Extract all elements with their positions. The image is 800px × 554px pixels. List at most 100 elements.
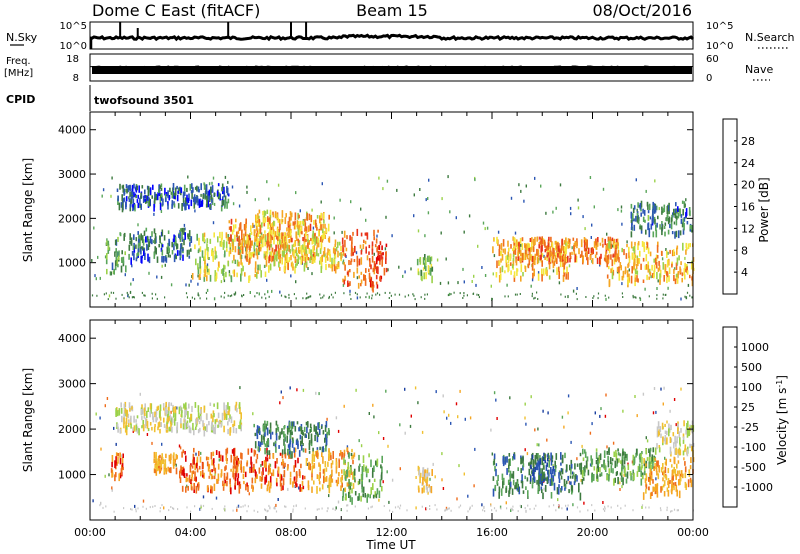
- echo-cell: [666, 487, 669, 492]
- echo-cell: [279, 244, 282, 250]
- echo-cell: [203, 232, 206, 237]
- echo-cell: [559, 260, 562, 268]
- echo-cell: [663, 491, 666, 497]
- echo-cell: [163, 406, 165, 411]
- echo-cell: [385, 267, 388, 273]
- echo-cell: [653, 203, 655, 211]
- echo-cell: [527, 496, 529, 499]
- echo-cell: [313, 424, 316, 432]
- echo-cell: [548, 459, 550, 468]
- echo-cell: [345, 493, 347, 497]
- echo-cell: [160, 275, 163, 279]
- echo-cell: [320, 212, 322, 219]
- echo-cell: [558, 472, 560, 479]
- echo-cell: [572, 471, 574, 475]
- echo-cell: [252, 467, 254, 473]
- echo-cell: [193, 428, 195, 436]
- echo-cell: [552, 262, 555, 269]
- echo-cell: [318, 508, 320, 511]
- echo-cell: [663, 386, 665, 390]
- echo-cell: [675, 230, 678, 238]
- echo-cell: [179, 228, 182, 232]
- echo-cell: [680, 470, 683, 477]
- echo-cell: [203, 472, 205, 479]
- echo-cell: [292, 221, 295, 226]
- echo-cell: [645, 448, 648, 455]
- echo-cell: [355, 388, 357, 392]
- echo-cell: [520, 257, 522, 264]
- echo-cell: [206, 200, 208, 207]
- echo-cell: [217, 473, 220, 481]
- echo-cell: [462, 267, 464, 271]
- echo-cell: [676, 280, 679, 284]
- echo-cell: [206, 195, 208, 202]
- echo-cell: [585, 460, 588, 469]
- echo-cell: [666, 420, 668, 424]
- echo-cell: [685, 198, 687, 202]
- echo-cell: [469, 507, 471, 510]
- echo-cell: [683, 222, 685, 231]
- echo-cell: [254, 441, 257, 449]
- echo-cell: [582, 477, 585, 481]
- echo-cell: [571, 251, 573, 255]
- echo-cell: [572, 289, 575, 293]
- echo-cell: [643, 466, 646, 474]
- echo-cell: [376, 284, 379, 289]
- echo-cell: [250, 456, 252, 465]
- echo-cell: [552, 247, 554, 255]
- echo-cell: [223, 472, 226, 481]
- echo-cell: [427, 211, 430, 215]
- echo-cell: [668, 275, 670, 282]
- echo-cell: [298, 427, 300, 432]
- echo-cell: [159, 404, 162, 412]
- echo-cell: [548, 469, 550, 478]
- echo-cell: [270, 238, 272, 244]
- echo-cell: [209, 469, 211, 476]
- echo-cell: [231, 229, 234, 235]
- echo-cell: [524, 475, 526, 480]
- echo-cell: [684, 448, 686, 453]
- echo-cell: [531, 278, 534, 282]
- cpid-value: twofsound 3501: [94, 94, 194, 107]
- echo-cell: [508, 453, 511, 457]
- echo-cell: [547, 457, 549, 462]
- echo-cell: [621, 468, 623, 476]
- echo-cell: [185, 407, 188, 416]
- echo-cell: [259, 247, 262, 252]
- echo-cell: [217, 261, 220, 267]
- echo-cell: [683, 268, 686, 276]
- echo-cell: [358, 439, 360, 443]
- echo-cell: [602, 243, 604, 248]
- echo-cell: [254, 469, 256, 474]
- echo-cell: [155, 236, 157, 244]
- echo-cell: [654, 447, 657, 455]
- echo-cell: [125, 196, 128, 202]
- echo-cell: [264, 217, 267, 222]
- echo-cell: [348, 452, 350, 459]
- echo-cell: [110, 194, 112, 198]
- echo-cell: [184, 191, 186, 196]
- echo-cell: [147, 200, 150, 207]
- echo-cell: [261, 236, 263, 240]
- echo-cell: [425, 265, 427, 272]
- echo-cell: [319, 472, 321, 479]
- echo-cell: [343, 449, 346, 456]
- echo-cell: [621, 275, 624, 281]
- x-tick-label: 00:00: [677, 526, 709, 539]
- echo-cell: [559, 256, 561, 262]
- echo-cell: [546, 269, 548, 277]
- echo-cell: [254, 479, 257, 484]
- echo-cell: [117, 263, 119, 268]
- echo-cell: [213, 458, 215, 463]
- echo-cell: [213, 427, 215, 434]
- echo-cell: [322, 232, 324, 241]
- echo-cell: [260, 483, 263, 489]
- echo-cell: [605, 245, 607, 250]
- echo-cell: [569, 238, 571, 245]
- echo-cell: [293, 466, 295, 473]
- echo-cell: [319, 215, 321, 224]
- echo-cell: [291, 237, 293, 243]
- echo-cell: [341, 230, 343, 234]
- echo-cell: [159, 454, 161, 459]
- velocity-heatmap: [92, 386, 695, 513]
